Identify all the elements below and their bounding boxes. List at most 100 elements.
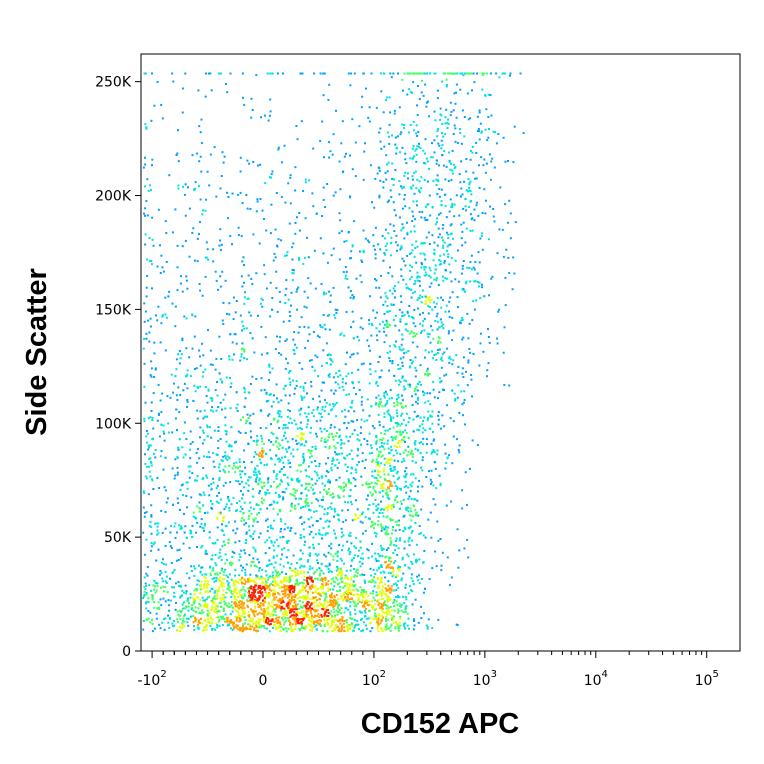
event-point xyxy=(145,607,148,610)
event-point xyxy=(194,315,197,318)
event-point xyxy=(174,375,177,378)
event-point xyxy=(442,244,445,247)
event-point xyxy=(189,430,192,433)
event-point xyxy=(172,619,175,622)
event-point xyxy=(328,373,331,376)
event-point xyxy=(386,442,389,445)
event-point xyxy=(219,605,222,608)
event-point xyxy=(258,591,261,594)
event-point xyxy=(192,615,195,617)
event-point xyxy=(172,595,175,598)
event-point xyxy=(291,609,294,612)
event-point xyxy=(258,477,261,480)
event-point xyxy=(223,618,226,620)
event-point xyxy=(315,498,318,501)
event-point xyxy=(282,628,285,630)
event-point xyxy=(300,428,303,431)
event-point xyxy=(371,607,374,610)
event-point xyxy=(277,448,280,450)
event-point xyxy=(307,489,310,492)
event-point xyxy=(411,562,414,565)
event-point xyxy=(196,260,199,263)
event-point xyxy=(167,431,170,434)
event-point xyxy=(181,446,184,449)
event-point xyxy=(263,616,266,618)
event-point xyxy=(332,376,335,379)
event-point xyxy=(143,492,146,494)
event-point xyxy=(280,571,283,574)
event-point xyxy=(336,559,339,562)
event-point xyxy=(269,315,272,318)
event-point xyxy=(348,547,350,550)
event-point xyxy=(374,470,376,473)
event-point xyxy=(317,613,320,616)
event-point xyxy=(440,380,443,383)
event-point xyxy=(209,590,212,593)
event-point xyxy=(405,412,408,415)
event-point xyxy=(404,586,407,589)
event-point xyxy=(310,530,313,533)
event-point xyxy=(444,452,447,455)
event-point xyxy=(394,437,397,440)
event-point xyxy=(307,571,310,574)
event-point xyxy=(331,360,334,363)
event-point xyxy=(265,580,267,583)
event-point xyxy=(327,615,330,618)
event-point xyxy=(285,589,288,591)
event-point xyxy=(287,579,290,582)
event-point xyxy=(417,72,420,75)
event-point xyxy=(334,381,337,384)
event-point xyxy=(214,597,217,600)
event-point xyxy=(383,467,386,470)
event-point xyxy=(329,294,332,297)
event-point xyxy=(414,598,417,601)
event-point xyxy=(385,615,388,618)
event-point xyxy=(198,457,201,460)
event-point xyxy=(338,609,341,611)
event-point xyxy=(367,556,370,559)
event-point xyxy=(196,505,199,508)
event-point xyxy=(345,584,348,587)
event-point xyxy=(227,470,230,473)
event-point xyxy=(421,456,424,459)
event-point xyxy=(199,599,202,601)
event-point xyxy=(422,320,425,323)
event-point xyxy=(405,467,408,469)
event-point xyxy=(158,435,161,438)
event-point xyxy=(257,511,260,514)
event-point xyxy=(302,190,305,192)
event-point xyxy=(390,614,393,617)
event-point xyxy=(168,604,171,607)
event-point xyxy=(265,519,267,522)
event-point xyxy=(236,625,239,627)
event-point xyxy=(309,629,311,632)
event-point xyxy=(428,470,430,473)
event-point xyxy=(396,596,399,598)
event-point xyxy=(196,596,199,599)
event-point xyxy=(425,476,428,478)
event-point xyxy=(246,627,249,630)
event-point xyxy=(162,270,165,273)
event-point xyxy=(320,430,323,433)
event-point xyxy=(405,473,408,475)
event-point xyxy=(369,486,372,488)
event-point xyxy=(378,567,380,570)
event-point xyxy=(404,476,407,479)
event-point xyxy=(333,392,336,395)
event-point xyxy=(231,556,234,558)
event-point xyxy=(357,461,360,464)
event-point xyxy=(355,536,358,539)
event-point xyxy=(303,627,306,630)
event-point xyxy=(332,606,335,608)
event-point xyxy=(387,486,390,489)
event-point xyxy=(148,525,151,527)
event-point xyxy=(326,618,329,621)
event-point xyxy=(224,562,227,565)
event-point xyxy=(379,127,382,130)
event-point xyxy=(316,620,318,623)
event-point xyxy=(315,435,318,438)
event-point xyxy=(399,430,402,433)
event-point xyxy=(433,248,436,251)
event-point xyxy=(300,507,302,510)
event-point xyxy=(142,166,145,169)
